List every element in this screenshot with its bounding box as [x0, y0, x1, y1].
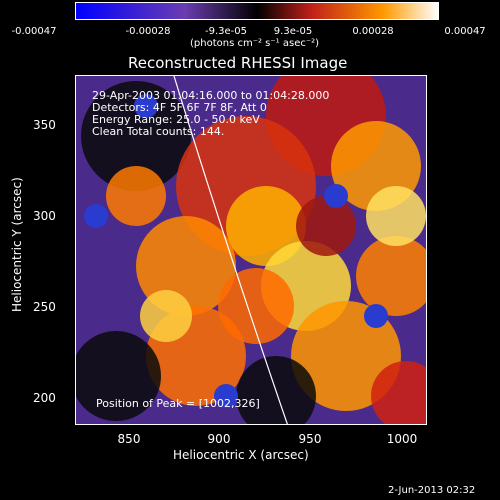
colorbar-units: (photons cm⁻² s⁻¹ asec⁻²) — [190, 38, 320, 49]
colorbar-tick: -0.00047 — [11, 26, 57, 37]
solar-limb-line — [173, 76, 288, 424]
x-tick-label: 950 — [298, 432, 322, 446]
y-tick-label: 250 — [33, 300, 56, 314]
intensity-blob — [140, 290, 192, 342]
reconstructed-image — [76, 76, 426, 424]
intensity-blob — [356, 236, 426, 316]
x-tick-label: 1000 — [386, 432, 418, 446]
x-tick-label: 900 — [207, 432, 231, 446]
colorbar-tick: 0.00028 — [352, 26, 394, 37]
negative-blob — [84, 204, 108, 228]
y-tick-label: 350 — [33, 118, 56, 132]
plot-title: Reconstructed RHESSI Image — [128, 54, 348, 72]
negative-blob — [134, 94, 158, 118]
y-axis-label: Heliocentric Y (arcsec) — [10, 177, 24, 312]
x-axis-label: Heliocentric X (arcsec) — [173, 448, 309, 462]
intensity-blob — [81, 81, 191, 191]
peak-position: Position of Peak = [1002,326] — [96, 397, 260, 410]
clean-method-counts: Clean Total counts: 144. — [92, 125, 225, 138]
intensity-blob — [218, 268, 294, 344]
intensity-blob — [76, 331, 161, 421]
intensity-blob — [371, 361, 426, 424]
negative-blob — [214, 384, 238, 408]
time-range: 29-Apr-2003 01:04:16.000 to 01:04:28.000 — [92, 89, 330, 102]
colorbar-tick: -9.3e-05 — [205, 26, 247, 37]
energy-range: Energy Range: 25.0 - 50.0 keV — [92, 113, 260, 126]
y-tick-label: 300 — [33, 209, 56, 223]
intensity-blob — [366, 186, 426, 246]
colorbar-tick: 0.00047 — [444, 26, 486, 37]
negative-blob — [324, 184, 348, 208]
colorbar-tick: -0.00028 — [125, 26, 171, 37]
timestamp-footer: 2-Jun-2013 02:32 — [388, 485, 476, 496]
intensity-blob — [106, 166, 166, 226]
image-plot: 29-Apr-2003 01:04:16.000 to 01:04:28.000… — [75, 75, 427, 425]
y-tick-label: 200 — [33, 391, 56, 405]
x-tick-label: 850 — [117, 432, 141, 446]
colorbar-tick: 9.3e-05 — [273, 26, 313, 37]
intensity-blob — [296, 196, 356, 256]
detectors-info: Detectors: 4F 5F 6F 7F 8F, Att 0 — [92, 101, 267, 114]
colorbar — [75, 2, 439, 20]
negative-blob — [364, 304, 388, 328]
